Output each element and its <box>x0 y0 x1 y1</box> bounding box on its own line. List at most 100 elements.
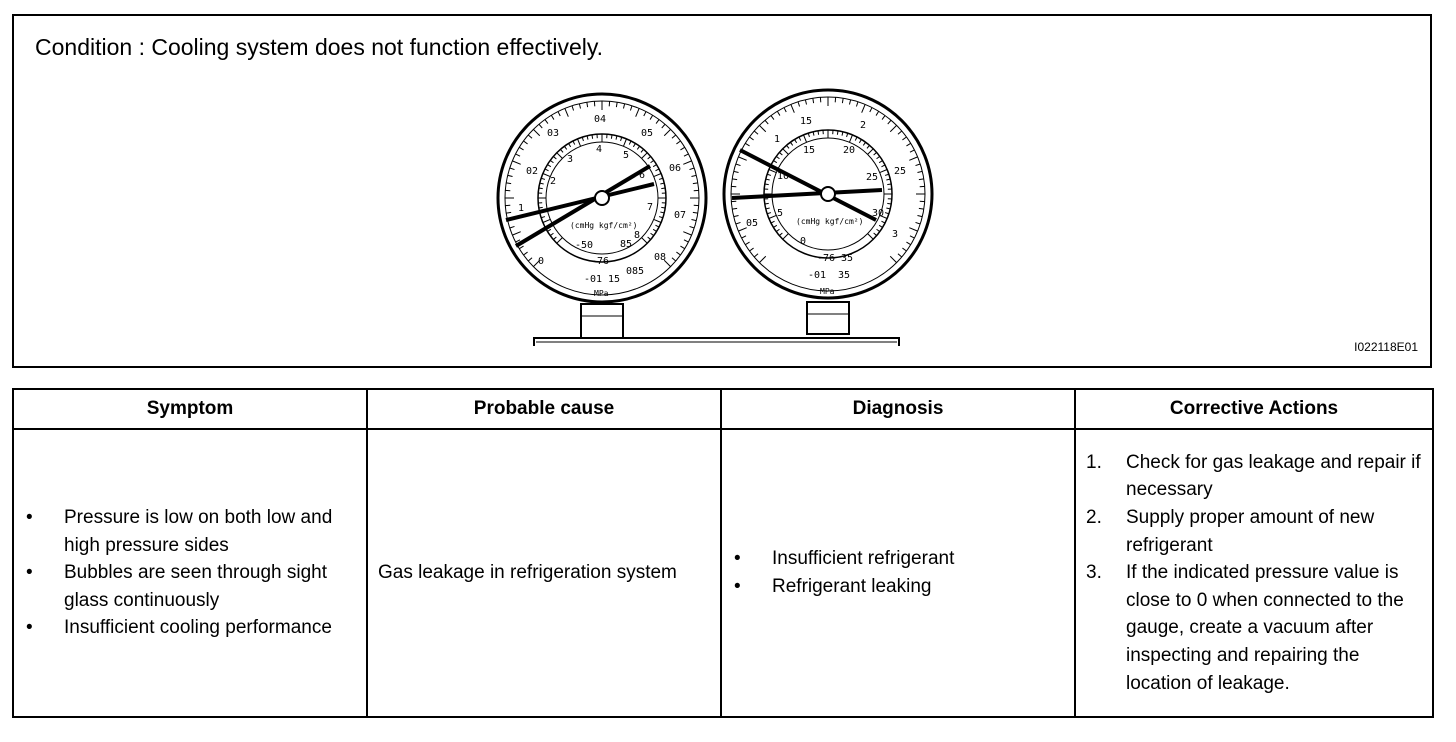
high-unit-label: (cmHg kgf/cm²) <box>796 217 863 226</box>
low-gauge-stem <box>580 303 624 339</box>
gauge-tick <box>807 132 810 138</box>
gauge-tick <box>790 104 795 113</box>
step-text: Check for gas leakage and repair if nece… <box>1126 451 1421 501</box>
gauge-tick <box>650 159 655 164</box>
gauge-tick <box>538 123 543 129</box>
low-inner-label: 0 <box>538 256 544 267</box>
gauge-tick <box>622 138 627 147</box>
gauge-tick <box>544 119 549 124</box>
high-inner-label: 25 <box>866 172 878 183</box>
gauge-tick <box>519 146 524 151</box>
symptom-list: Pressure is low on both low and high pre… <box>24 504 356 642</box>
gauge-tick <box>897 130 903 135</box>
gauge-tick <box>886 178 891 181</box>
gauge-tick <box>848 134 853 143</box>
gauge-tick <box>549 232 554 237</box>
list-item: Bubbles are seen through sight glass con… <box>24 559 356 614</box>
gauge-tick <box>591 134 594 139</box>
gauge-tick <box>647 156 651 160</box>
gauge-tick <box>538 187 543 190</box>
gauge-tick <box>519 245 524 250</box>
gauge-tick <box>765 207 770 210</box>
gauge-tick <box>878 160 883 164</box>
gauge-tick <box>764 183 769 186</box>
low-inner-label: -50 <box>575 240 593 251</box>
low-outer-label: 04 <box>594 114 606 125</box>
gauge-tick <box>765 178 770 181</box>
gauge-tick <box>917 170 923 174</box>
gauge-tick <box>523 140 528 145</box>
gauge-tick <box>538 206 543 209</box>
high-inner-label: 10 <box>777 171 789 182</box>
gauge-tick <box>680 245 685 250</box>
low-outer-label: 05 <box>641 128 653 139</box>
low-outer-label: 085 <box>626 266 644 277</box>
gauge-tick <box>798 136 802 141</box>
gauge-tick <box>564 108 569 117</box>
step-text: If the indicated pressure value is close… <box>1126 562 1404 694</box>
low-pressure-gauge: 02 03 04 05 06 07 08 085 1 2 3 4 5 6 7 8… <box>496 92 708 339</box>
low-outer-label: 02 <box>526 166 538 177</box>
manifold-gauge-illustration: 02 03 04 05 06 07 08 085 1 2 3 4 5 6 7 8… <box>496 88 934 346</box>
low-gauge-tick-marks <box>505 101 699 267</box>
figure-id: I022118E01 <box>1354 340 1418 354</box>
low-mpa-label: MPa <box>594 289 609 298</box>
gauge-tick <box>661 187 666 190</box>
step-number: 1. <box>1086 451 1102 473</box>
gauge-tick <box>876 228 881 233</box>
gauge-tick <box>641 152 648 159</box>
gauge-tick <box>550 115 555 120</box>
gauge-tick <box>641 237 648 244</box>
high-outer-label: 25 <box>894 166 906 177</box>
gauge-tick <box>753 253 759 258</box>
gauge-tick <box>655 119 660 124</box>
header-symptom: Symptom <box>12 388 368 430</box>
gauge-tick <box>879 214 888 219</box>
gauge-tick <box>866 145 870 149</box>
gauge-tick <box>753 130 759 135</box>
gauge-tick <box>749 136 754 141</box>
diagnosis-table: Symptom Probable cause Diagnosis Correct… <box>12 388 1434 718</box>
gauge-tick <box>691 174 697 178</box>
list-item: 2. Supply proper amount of new refrigeran… <box>1086 504 1422 559</box>
gauge-tick <box>540 216 546 219</box>
gauge-tick <box>841 98 844 104</box>
low-gauge-hub <box>594 190 610 206</box>
high-inner-label: 20 <box>843 145 855 156</box>
gauge-tick <box>902 247 907 252</box>
gauge-tick <box>881 164 886 168</box>
list-item: Insufficient cooling performance <box>24 614 356 642</box>
gauge-tick <box>515 239 521 243</box>
low-inner-label: 6 <box>639 170 645 181</box>
gauge-tick <box>628 140 632 145</box>
gauge-tick <box>640 149 644 153</box>
gauge-tick <box>779 232 783 236</box>
diagnosis-list: Insufficient refrigerant Refrigerant lea… <box>732 545 1064 600</box>
gauge-tick <box>549 159 554 164</box>
gauge-tick <box>663 259 671 267</box>
gauge-tick <box>533 129 541 137</box>
gauge-tick <box>779 152 783 156</box>
gauge-tick <box>909 227 918 232</box>
gauge-tick <box>572 140 576 145</box>
gauge-tick <box>653 218 662 223</box>
gauge-tick <box>869 107 873 113</box>
gauge-tick <box>782 148 789 155</box>
gauge-tick <box>547 228 552 232</box>
manifold-bar <box>533 337 900 346</box>
gauge-tick <box>867 233 874 240</box>
gauge-tick <box>655 168 660 172</box>
gauge-tick <box>749 247 754 252</box>
gauge-tick <box>577 138 582 147</box>
gauge-tick <box>915 221 921 225</box>
gauge-tick <box>733 170 739 174</box>
high-inner-label: 15 <box>803 145 815 156</box>
probable-cause-text: Gas leakage in refrigeration system <box>378 562 677 584</box>
gauge-tick <box>770 115 775 120</box>
gauge-tick <box>770 220 775 224</box>
low-outer-label: 06 <box>669 163 681 174</box>
high-bottom-label: -76 <box>817 253 835 264</box>
high-bottom-label: 35 <box>841 253 853 264</box>
list-item: Insufficient refrigerant <box>732 545 1064 573</box>
gauge-tick <box>889 125 897 133</box>
